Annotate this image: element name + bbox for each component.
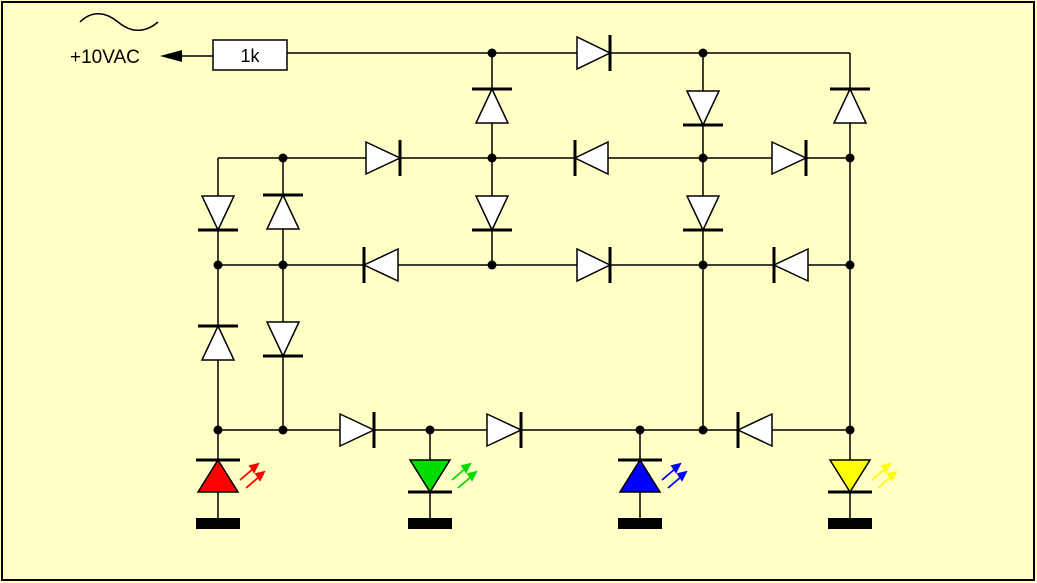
diode-v492-top xyxy=(472,87,512,124)
light-arrows-icon xyxy=(661,462,688,489)
diodes-vertical xyxy=(198,87,870,361)
diode-v703-top xyxy=(683,90,723,127)
diode-r265-b xyxy=(576,247,612,283)
diode-v703-bottom xyxy=(683,195,723,232)
junction-dots xyxy=(213,48,855,435)
diode-r265-a xyxy=(362,247,399,283)
diode-v218-top xyxy=(198,195,238,232)
led-green xyxy=(408,459,478,529)
ac-sine-icon xyxy=(79,13,159,31)
diode-r158-b xyxy=(573,140,609,176)
diodes-horizontal xyxy=(339,35,809,448)
diode-r430-a xyxy=(339,412,376,448)
source-label: +10VAC xyxy=(70,47,140,68)
led-blue xyxy=(618,458,688,529)
diode-r265-c xyxy=(772,247,809,283)
light-arrows-icon xyxy=(239,462,266,489)
light-arrows-icon xyxy=(871,462,898,489)
diode-r430-b xyxy=(486,412,523,448)
led-red xyxy=(196,458,266,529)
resistor-1k xyxy=(212,39,288,71)
diode-v283-bottom xyxy=(263,321,303,358)
diode-v218-bottom xyxy=(198,324,238,361)
diode-v850-top xyxy=(830,87,870,124)
led-yellow xyxy=(828,459,898,529)
source-arrow-icon xyxy=(160,50,182,62)
diode-v283-top xyxy=(263,193,303,230)
diode-v492-bottom xyxy=(472,195,512,232)
diode-r158-c xyxy=(771,140,808,176)
diode-top-right xyxy=(576,35,612,71)
diode-r158-a xyxy=(365,140,402,176)
diode-r430-c xyxy=(736,412,773,448)
light-arrows-icon xyxy=(451,462,478,489)
resistor-label: 1k xyxy=(240,46,260,66)
